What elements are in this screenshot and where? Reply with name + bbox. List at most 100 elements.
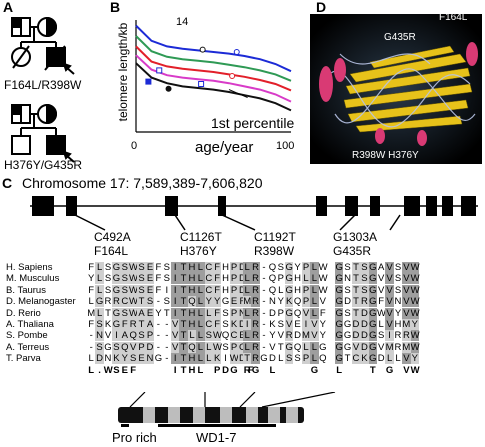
- species-name: S. Pombe: [6, 330, 48, 342]
- residue: T: [277, 341, 284, 353]
- residue: R: [402, 330, 411, 342]
- chart-point-1: [156, 67, 163, 74]
- species-name: D. Melanogaster: [6, 296, 76, 308]
- structure-label-g435r: G435R: [384, 32, 416, 43]
- residue: F: [378, 296, 385, 308]
- residue: D: [294, 330, 302, 342]
- mutation-1-nt: C492A: [94, 230, 131, 244]
- panel-label-d: D: [316, 0, 327, 15]
- consensus-residue: S: [113, 364, 120, 376]
- residue: D: [268, 353, 276, 365]
- residue: D: [360, 330, 369, 342]
- chromosome-title: Chromosome 17: 7,589,389-7,606,820: [22, 175, 263, 191]
- species-name: M. Musculus: [6, 273, 60, 285]
- consensus-residue: F: [247, 364, 254, 376]
- residue: H: [187, 273, 197, 285]
- residue: E: [238, 330, 247, 342]
- residue: F: [88, 318, 95, 330]
- residue: E: [145, 262, 155, 273]
- residue: Y: [155, 307, 162, 319]
- residue: G: [112, 307, 121, 319]
- residue: T: [179, 296, 188, 308]
- residue: -: [165, 353, 169, 365]
- residue: F: [155, 273, 162, 285]
- residue: Y: [410, 353, 419, 365]
- residue: T: [137, 296, 146, 308]
- residue: F: [155, 284, 162, 296]
- residue: K: [229, 318, 239, 330]
- residue: D: [95, 353, 104, 365]
- residue: -: [262, 296, 266, 308]
- residue: Q: [129, 330, 138, 342]
- residue: T: [137, 318, 146, 330]
- chart-series-line-1: [135, 24, 292, 73]
- wd-marker: [158, 424, 276, 427]
- residue: D: [360, 318, 369, 330]
- residue: H: [187, 318, 197, 330]
- residue: Y: [88, 273, 95, 285]
- structure-label-bottom: R398W H376Y: [352, 150, 419, 161]
- exon-11: [461, 196, 476, 216]
- residue: Y: [394, 307, 402, 319]
- mutation-3-aa: R398W: [254, 244, 295, 258]
- residue: G: [104, 341, 112, 353]
- residue: L: [88, 353, 94, 365]
- residue: L: [95, 307, 104, 319]
- residue: G: [368, 353, 377, 365]
- consensus-residue: F: [130, 364, 137, 376]
- residue: V: [171, 341, 180, 353]
- pedigree2-proband: [46, 135, 66, 155]
- residue: S: [394, 262, 402, 273]
- residue: G: [112, 284, 121, 296]
- residue: W: [410, 273, 420, 285]
- residue: Y: [277, 296, 284, 308]
- residue: L: [187, 330, 197, 342]
- residue: V: [402, 284, 411, 296]
- residue: W: [410, 341, 420, 353]
- residue: S: [360, 262, 369, 273]
- residue: E: [294, 318, 301, 330]
- residue: L: [310, 273, 319, 285]
- residue: S: [163, 262, 170, 273]
- residue: I: [171, 284, 180, 296]
- residue: E: [145, 307, 155, 319]
- chart-points-group: [145, 46, 248, 99]
- residue: S: [95, 341, 104, 353]
- residue: V: [378, 341, 385, 353]
- wd-repeat-band: [193, 407, 205, 423]
- residue: W: [410, 284, 420, 296]
- residue: D: [145, 341, 155, 353]
- residue: P: [145, 330, 155, 342]
- consensus-residue: V: [403, 364, 410, 376]
- residue: S: [285, 353, 294, 365]
- residue: G: [368, 284, 377, 296]
- residue: A: [120, 330, 129, 342]
- residue: C: [204, 284, 213, 296]
- residue: H: [187, 284, 197, 296]
- residue: G: [285, 284, 294, 296]
- wd-repeat-band: [268, 407, 280, 423]
- residue: V: [319, 296, 326, 308]
- telomere-chart: [135, 20, 292, 133]
- chart-series-line-2: [135, 35, 292, 82]
- residue: V: [351, 341, 361, 353]
- residue: I: [165, 284, 169, 296]
- residue: S: [120, 284, 129, 296]
- consensus-residue: P: [214, 364, 221, 376]
- residue: T: [243, 353, 252, 365]
- chart-ytick-top: 14: [176, 16, 189, 28]
- residue: V: [129, 341, 138, 353]
- residue: V: [385, 318, 394, 330]
- residue: V: [402, 262, 411, 273]
- mutation-4-nt: G1303A: [333, 230, 378, 244]
- residue: S: [204, 330, 213, 342]
- residue: -: [165, 341, 169, 353]
- residue: S: [120, 262, 129, 273]
- residue: L: [196, 341, 205, 353]
- residue: P: [301, 296, 311, 308]
- residue: C: [238, 341, 247, 353]
- residue: W: [213, 330, 222, 342]
- residue: G: [335, 307, 344, 319]
- residue: T: [179, 284, 188, 296]
- residue: F: [213, 284, 222, 296]
